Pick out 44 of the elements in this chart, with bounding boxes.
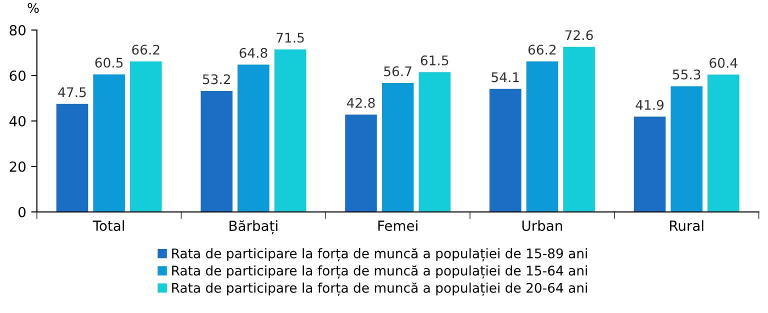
data-label: 71.5 — [276, 32, 304, 43]
bar — [345, 114, 377, 212]
y-tick-label: 60 — [10, 70, 26, 81]
x-tick-label: Rural — [670, 220, 704, 231]
bar — [274, 49, 306, 212]
data-label: 66.2 — [132, 44, 160, 55]
data-label: 64.8 — [240, 48, 268, 58]
x-tick-label: Urban — [522, 220, 562, 231]
bar — [634, 116, 666, 212]
data-label: 55.3 — [672, 69, 700, 80]
data-label: 47.5 — [58, 87, 86, 98]
x-tick-label: Bărbați — [230, 220, 278, 234]
x-tick-label: Femei — [378, 220, 418, 231]
data-label: 54.1 — [492, 72, 519, 82]
bar — [200, 90, 233, 212]
bar — [563, 46, 595, 212]
bar — [130, 61, 162, 212]
data-label: 41.9 — [636, 100, 664, 110]
bar — [490, 88, 522, 212]
data-label: 72.6 — [565, 30, 593, 40]
x-tick-label: Total — [92, 220, 124, 231]
bar — [238, 64, 270, 212]
data-label: 61.5 — [420, 55, 448, 66]
bar — [382, 83, 414, 212]
bar — [708, 74, 740, 212]
data-label: 56.7 — [384, 66, 412, 76]
bar — [56, 104, 88, 212]
bar — [418, 72, 451, 212]
data-label: 42.8 — [346, 98, 375, 108]
data-label: 53.2 — [202, 74, 230, 84]
y-tick-label: 80 — [10, 25, 26, 36]
legend-label: Rata de participare la forța de muncă a populației de 15-64 ani — [172, 265, 587, 279]
y-tick-label: 20 — [10, 161, 26, 172]
legend-label: Rata de participare la forța de muncă a populației de 15-89 ani — [172, 248, 587, 262]
y-axis-title: % — [28, 2, 39, 13]
data-label: 60.4 — [710, 58, 738, 68]
y-tick-label: 0 — [18, 206, 26, 218]
legend-label: Rata de participare la forța de muncă a populației de 20-64 ani — [172, 282, 587, 296]
bar — [93, 74, 125, 212]
data-label: 60.5 — [95, 58, 123, 68]
y-tick-label: 40 — [9, 116, 26, 126]
bar — [670, 86, 702, 212]
bar — [526, 61, 558, 212]
data-label: 66.2 — [528, 44, 556, 55]
